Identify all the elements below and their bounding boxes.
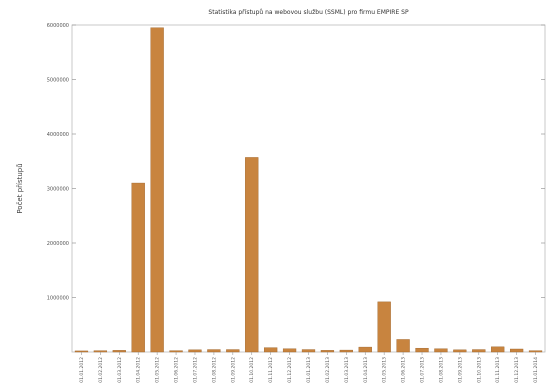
bar-01.06.2012 bbox=[169, 350, 183, 353]
bar-01.06.2013 bbox=[396, 339, 410, 353]
x-tick-label: 01.03.2013 bbox=[344, 357, 350, 383]
x-tick-label: 01.06.2012 bbox=[174, 357, 180, 383]
bar-01.02.2012 bbox=[93, 350, 108, 353]
x-tick-label: 01.01.2012 bbox=[79, 357, 85, 383]
x-tick-label: 01.07.2012 bbox=[192, 357, 198, 383]
x-tick-label: 01.04.2013 bbox=[363, 357, 369, 383]
x-tick-label: 01.06.2013 bbox=[401, 357, 407, 383]
x-tick-label: 01.03.2012 bbox=[117, 357, 123, 383]
x-tick-label: 01.10.2013 bbox=[476, 357, 482, 383]
bars bbox=[74, 27, 543, 353]
bar-01.08.2012 bbox=[207, 349, 221, 353]
bar-01.02.2013 bbox=[320, 350, 335, 353]
y-tick-label: 3000000 bbox=[47, 187, 69, 193]
x-tick-label: 01.09.2012 bbox=[230, 357, 236, 383]
x-tick-label: 01.04.2012 bbox=[136, 357, 142, 383]
x-tick-label: 01.11.2012 bbox=[268, 357, 274, 383]
bar-01.01.2014 bbox=[528, 350, 543, 353]
bar-01.11.2013 bbox=[491, 346, 505, 353]
x-tick-label: 01.09.2013 bbox=[457, 357, 463, 383]
y-axis-label: Počet přístupů bbox=[16, 163, 24, 213]
chart-title: Statistika přístupů na webovou službu (S… bbox=[208, 9, 409, 16]
x-tick-label: 01.11.2013 bbox=[495, 357, 501, 383]
x-axis-ticks: 01.01.2012 01.02.2012 01.03.2012 01.04.2012… bbox=[79, 352, 539, 383]
bar-01.04.2012 bbox=[131, 182, 145, 353]
bar-01.12.2013 bbox=[509, 348, 524, 353]
y-tick-label: 2000000 bbox=[47, 241, 69, 247]
y-axis-ticks: 1000000 2000000 3000000 4000000 5000000 60000… bbox=[47, 23, 545, 302]
bar-01.08.2013 bbox=[434, 348, 448, 353]
x-tick-label: 01.12.2012 bbox=[287, 357, 293, 383]
bar-01.10.2013 bbox=[472, 349, 486, 353]
bar-01.03.2012 bbox=[112, 350, 126, 353]
x-tick-label: 01.02.2013 bbox=[325, 357, 331, 383]
bar-01.07.2013 bbox=[415, 347, 429, 353]
bar-01.05.2013 bbox=[377, 301, 391, 353]
x-tick-label: 01.05.2013 bbox=[382, 357, 388, 383]
bar-01.12.2012 bbox=[282, 348, 297, 353]
x-tick-label: 01.02.2012 bbox=[98, 357, 104, 383]
bar-01.09.2012 bbox=[226, 349, 240, 353]
x-tick-label: 01.05.2012 bbox=[155, 357, 161, 383]
bar-01.07.2012 bbox=[188, 349, 202, 353]
x-tick-label: 01.12.2013 bbox=[514, 357, 520, 383]
x-tick-label: 01.08.2012 bbox=[211, 357, 217, 383]
x-tick-label: 01.08.2013 bbox=[438, 357, 444, 383]
y-tick-label: 4000000 bbox=[47, 132, 69, 138]
bar-01.04.2013 bbox=[358, 346, 372, 353]
bar-01.05.2012 bbox=[150, 27, 164, 353]
bar-01.03.2013 bbox=[339, 349, 353, 353]
bar-01.01.2013 bbox=[301, 349, 316, 353]
bar-01.09.2013 bbox=[453, 349, 467, 353]
x-tick-label: 01.10.2012 bbox=[249, 357, 255, 383]
x-tick-label: 01.01.2013 bbox=[306, 357, 312, 383]
bar-01.11.2012 bbox=[264, 347, 278, 353]
x-tick-label: 01.07.2013 bbox=[420, 357, 426, 383]
y-tick-label: 6000000 bbox=[47, 23, 69, 29]
y-tick-label: 1000000 bbox=[47, 296, 69, 302]
bar-01.01.2012 bbox=[74, 350, 89, 353]
y-tick-label: 5000000 bbox=[47, 78, 69, 84]
bar-01.10.2012 bbox=[245, 157, 259, 353]
x-tick-label: 01.01.2014 bbox=[533, 357, 539, 383]
